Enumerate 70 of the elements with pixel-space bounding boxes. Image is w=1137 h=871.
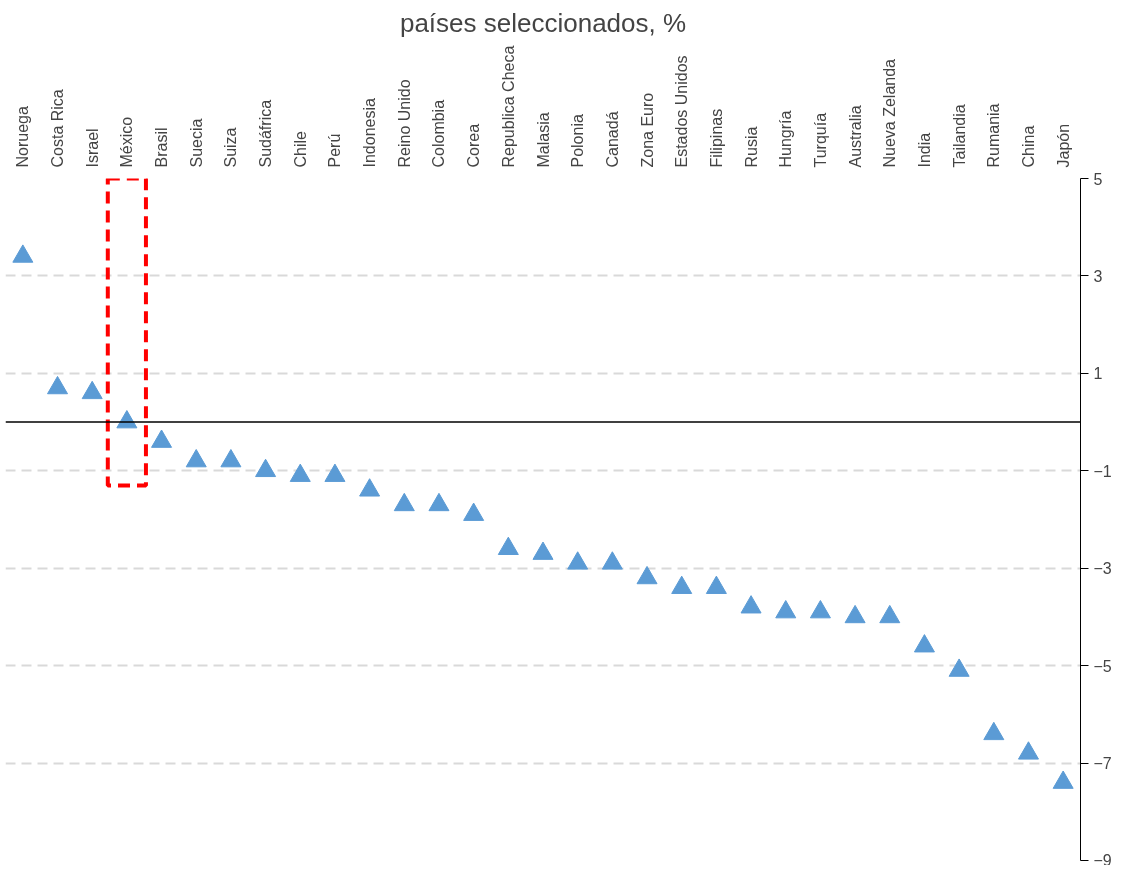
x-tick-label: Rusia	[742, 126, 760, 168]
x-tick-label: Corea	[465, 123, 483, 168]
y-tick-label: −3	[1093, 560, 1112, 578]
x-tick-label: Filipinas	[707, 108, 725, 168]
x-tick-label: Tailandia	[950, 104, 968, 168]
x-tick-label: Perú	[326, 133, 344, 168]
y-tick-label: −5	[1093, 657, 1112, 675]
point	[983, 721, 1005, 741]
point	[47, 375, 69, 395]
point	[740, 595, 762, 614]
point	[948, 658, 970, 677]
x-tick-label: Hungría	[777, 110, 795, 168]
x-tick-label: Suiza	[222, 127, 240, 168]
y-tick-label: 1	[1093, 365, 1103, 383]
point	[532, 541, 554, 560]
x-tick-label: Brasil	[153, 127, 171, 168]
x-tick-label: Sudáfrica	[257, 99, 275, 168]
point	[636, 565, 658, 585]
x-tick-label: Republica Checa	[499, 45, 517, 168]
x-tick-label: Estados Unidos	[673, 55, 691, 168]
x-tick-label: Polonia	[569, 114, 587, 168]
x-tick-label: Nueva Zelanda	[881, 58, 899, 168]
x-tick-label: Reino Unido	[395, 79, 413, 168]
point	[289, 463, 311, 482]
point	[879, 604, 901, 624]
point	[775, 600, 797, 619]
x-tick-label: Canadá	[603, 111, 621, 168]
point	[601, 551, 623, 570]
point	[844, 604, 866, 624]
point	[185, 449, 207, 468]
point	[1017, 741, 1039, 760]
x-tick-label: Malasia	[534, 112, 552, 168]
x-tick-label: India	[915, 132, 933, 168]
x-tick-label: Rumania	[985, 103, 1003, 168]
x-tick-label: Turquía	[811, 112, 829, 168]
x-tick-label: Costa Rica	[49, 89, 67, 168]
y-tick-label: −1	[1093, 462, 1112, 480]
x-tick-label: Israel	[83, 128, 101, 168]
x-tick-label: Suecia	[187, 118, 205, 168]
x-tick-label: Australia	[846, 105, 864, 168]
point	[359, 478, 381, 497]
point	[497, 536, 519, 555]
chart-title: países seleccionados, %	[399, 7, 687, 38]
point	[671, 575, 693, 594]
point	[81, 380, 103, 400]
point	[220, 449, 242, 468]
x-tick-label: Indonesia	[361, 98, 379, 168]
point	[705, 575, 727, 594]
point	[913, 634, 935, 653]
y-tick-label: −7	[1093, 755, 1112, 773]
point	[324, 463, 346, 482]
y-tick-label: 3	[1093, 267, 1103, 285]
point	[255, 458, 277, 478]
x-tick-label: Japón	[1054, 123, 1072, 168]
point	[12, 244, 34, 263]
x-tick-label: México	[118, 116, 136, 168]
point	[463, 502, 485, 521]
point	[393, 492, 415, 512]
point	[428, 492, 450, 512]
x-tick-label: Chile	[291, 130, 309, 168]
point	[151, 429, 173, 448]
y-tick-label: 5	[1093, 170, 1103, 188]
point	[1052, 770, 1074, 789]
point	[567, 551, 589, 570]
x-tick-label: Colombia	[430, 99, 448, 168]
x-tick-label: China	[1019, 125, 1037, 168]
y-tick-label: −9	[1093, 851, 1112, 869]
x-tick-label: Zona Euro	[638, 92, 656, 168]
point	[809, 600, 831, 619]
x-tick-label: Noruega	[14, 106, 32, 168]
